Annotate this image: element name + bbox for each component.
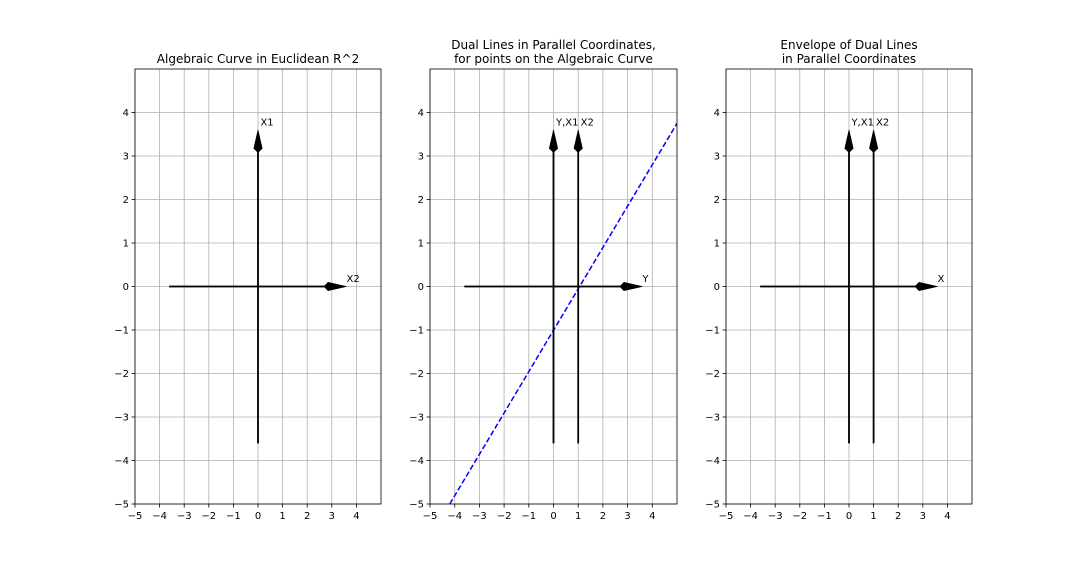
arrow-label: X1 <box>260 118 273 129</box>
x-tick-label: −4 <box>447 511 462 522</box>
x-tick-label: −3 <box>768 511 783 522</box>
y-tick-label: −5 <box>409 500 424 511</box>
x-tick-label: 4 <box>944 511 950 522</box>
chart-panel-3: Y,X1 X2 X −5 −4 −3 −2 −1 0 1 2 3 4 −5 −4 −3 −2 −1 0 1 2 3 4 Env… <box>705 38 973 522</box>
x-tick-label: 2 <box>600 511 606 522</box>
chart-title: for points on the Algebraic Curve <box>454 52 653 66</box>
axis-arrow-3 <box>760 281 938 292</box>
y-tick-label: 2 <box>418 195 424 206</box>
x-tick-label: 3 <box>920 511 926 522</box>
y-tick-label: 1 <box>123 239 129 250</box>
y-tick-label: −4 <box>705 456 720 467</box>
y-tick-label: 3 <box>714 152 720 163</box>
chart-panel-1: X1 X2 −5 −4 −3 −2 −1 0 1 2 3 4 −5 −4 −3 −2 −1 0 1 2 3 4 Algebr… <box>114 52 382 522</box>
x-tick-label: −4 <box>152 511 167 522</box>
x-tick-label: 3 <box>624 511 630 522</box>
arrow-label: Y,X1 <box>555 118 579 129</box>
x-tick-label: −1 <box>226 511 241 522</box>
x-tick-label: −2 <box>201 511 216 522</box>
arrow-label: Y,X1 <box>850 118 874 129</box>
y-tick-label: −4 <box>114 456 129 467</box>
x-tick-label: −3 <box>177 511 192 522</box>
x-tick-label: 2 <box>895 511 901 522</box>
arrow-label: X2 <box>876 118 889 129</box>
x-tick-label: −1 <box>521 511 536 522</box>
y-tick-label: 0 <box>714 282 720 293</box>
x-tick-label: 0 <box>846 511 852 522</box>
x-tick-label: 0 <box>550 511 556 522</box>
y-tick-label: −2 <box>705 369 720 380</box>
y-tick-label: 3 <box>418 152 424 163</box>
chart-panel-2: Y,X1 X2 Y −5 −4 −3 −2 −1 0 1 2 3 4 −5 −4 −3 −2 −1 0 1 2 3 4 Dua… <box>409 38 678 522</box>
y-tick-label: −3 <box>409 413 424 424</box>
y-tick-label: −4 <box>409 456 424 467</box>
y-tick-label: −3 <box>705 413 720 424</box>
chart-title: Dual Lines in Parallel Coordinates, <box>451 38 656 52</box>
chart-title: Envelope of Dual Lines <box>780 38 917 52</box>
y-tick-label: 2 <box>123 195 129 206</box>
y-tick-label: −3 <box>114 413 129 424</box>
y-tick-label: −1 <box>705 326 720 337</box>
axis-arrow-3 <box>464 281 643 292</box>
x-tick-label: −1 <box>817 511 832 522</box>
y-tick-label: −5 <box>705 500 720 511</box>
y-tick-label: 0 <box>123 282 129 293</box>
y-tick-label: 1 <box>418 239 424 250</box>
y-tick-label: 4 <box>714 108 720 119</box>
y-tick-label: −5 <box>114 500 129 511</box>
x-tick-label: −2 <box>497 511 512 522</box>
y-tick-label: −1 <box>409 326 424 337</box>
x-tick-label: 1 <box>279 511 285 522</box>
y-tick-label: 3 <box>123 152 129 163</box>
y-tick-label: 1 <box>714 239 720 250</box>
x-tick-label: −5 <box>719 511 734 522</box>
chart-title: Algebraic Curve in Euclidean R^2 <box>157 52 359 66</box>
chart-title: in Parallel Coordinates <box>782 52 916 66</box>
x-tick-label: −4 <box>743 511 758 522</box>
arrow-label: X2 <box>347 274 360 285</box>
y-tick-label: −2 <box>409 369 424 380</box>
x-tick-label: 4 <box>353 511 359 522</box>
arrow-label: Y <box>641 274 649 285</box>
y-tick-label: 2 <box>714 195 720 206</box>
x-tick-label: −2 <box>792 511 807 522</box>
arrow-label: X <box>938 274 945 285</box>
x-tick-label: 4 <box>649 511 655 522</box>
x-tick-label: −5 <box>423 511 438 522</box>
x-tick-label: −5 <box>128 511 143 522</box>
x-tick-label: 1 <box>575 511 581 522</box>
y-tick-label: −2 <box>114 369 129 380</box>
y-tick-label: 4 <box>418 108 424 119</box>
dual-line-series <box>449 122 677 504</box>
x-tick-label: 1 <box>870 511 876 522</box>
y-tick-label: 0 <box>418 282 424 293</box>
arrow-label: X2 <box>581 118 594 129</box>
x-tick-label: −3 <box>472 511 487 522</box>
x-tick-label: 3 <box>329 511 335 522</box>
y-tick-label: 4 <box>123 108 129 119</box>
x-tick-label: 0 <box>255 511 261 522</box>
x-tick-label: 2 <box>304 511 310 522</box>
y-tick-label: −1 <box>114 326 129 337</box>
axis-arrow-2 <box>169 281 347 292</box>
